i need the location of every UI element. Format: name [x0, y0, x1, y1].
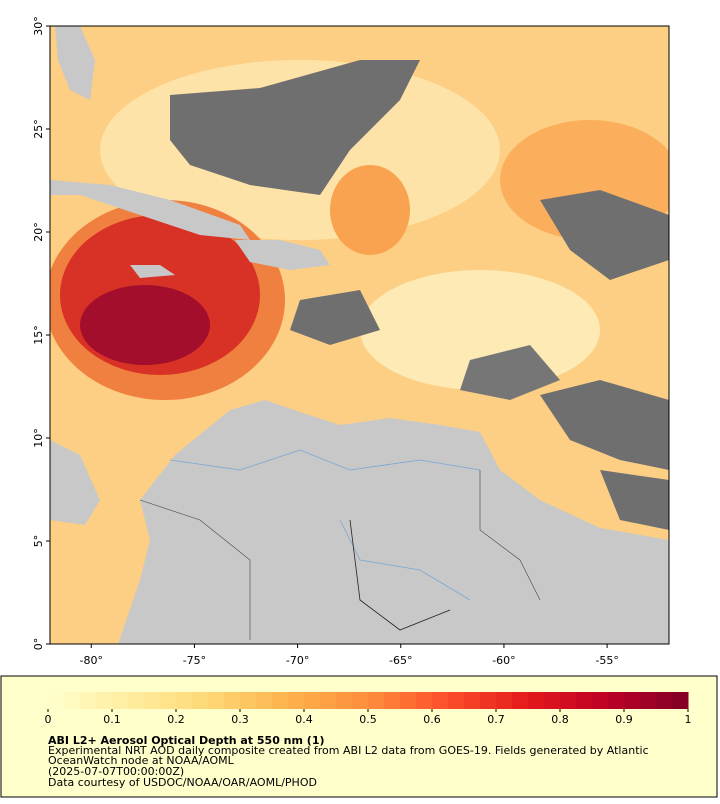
- y-tick-label: 15°: [32, 325, 45, 345]
- y-tick-label: 5°: [32, 535, 45, 548]
- colorbar-step: [96, 692, 113, 709]
- colorbar-step: [640, 692, 657, 709]
- y-tick-label: 20°: [32, 222, 45, 242]
- colorbar-step: [560, 692, 577, 709]
- colorbar-step: [624, 692, 641, 709]
- colorbar-tick-label: 0.7: [487, 713, 505, 726]
- x-tick-label: -70°: [286, 654, 309, 667]
- colorbar-tick-label: 0.2: [167, 713, 185, 726]
- credit: Data courtesy of USDOC/NOAA/OAR/AOML/PHO…: [48, 776, 317, 789]
- colorbar-step: [576, 692, 593, 709]
- colorbar-step: [672, 692, 689, 709]
- colorbar-step: [112, 692, 129, 709]
- colorbar-tick-label: 0.3: [231, 713, 249, 726]
- colorbar-step: [400, 692, 417, 709]
- x-tick-label: -80°: [80, 654, 103, 667]
- x-tick-label: -65°: [389, 654, 412, 667]
- y-tick-label: 30°: [32, 16, 45, 36]
- colorbar-step: [80, 692, 97, 709]
- colorbar-step: [352, 692, 369, 709]
- colorbar-step: [448, 692, 465, 709]
- colorbar-step: [160, 692, 177, 709]
- colorbar-step: [320, 692, 337, 709]
- colorbar-step: [256, 692, 273, 709]
- x-tick-label: -60°: [492, 654, 515, 667]
- colorbar-step: [480, 692, 497, 709]
- x-tick-label: -75°: [183, 654, 206, 667]
- description-line: OceanWatch node at NOAA/AOML: [48, 754, 235, 767]
- colorbar-step: [336, 692, 353, 709]
- colorbar-step: [192, 692, 209, 709]
- colorbar-step: [496, 692, 513, 709]
- x-tick-label: -55°: [595, 654, 618, 667]
- colorbar-step: [512, 692, 529, 709]
- colorbar-step: [368, 692, 385, 709]
- colorbar-step: [384, 692, 401, 709]
- map-image: [50, 26, 669, 644]
- description-line: Experimental NRT AOD daily composite cre…: [48, 744, 649, 757]
- colorbar-step: [224, 692, 241, 709]
- colorbar-tick-label: 0.6: [423, 713, 441, 726]
- colorbar-step: [656, 692, 673, 709]
- colorbar-step: [416, 692, 433, 709]
- colorbar-step: [288, 692, 305, 709]
- colorbar-step: [544, 692, 561, 709]
- colorbar-step: [208, 692, 225, 709]
- colorbar-step: [304, 692, 321, 709]
- y-tick-label: 0°: [32, 638, 45, 651]
- colorbar-step: [48, 692, 65, 709]
- colorbar-step: [128, 692, 145, 709]
- title: ABI L2+ Aerosol Optical Depth at 550 nm …: [48, 734, 325, 747]
- y-tick-label: 10°: [32, 428, 45, 448]
- colorbar-step: [272, 692, 289, 709]
- timestamp: (2025-07-07T00:00:00Z): [48, 765, 184, 778]
- colorbar-tick-label: 0: [45, 713, 52, 726]
- colorbar-tick-label: 0.8: [551, 713, 569, 726]
- colorbar-step: [592, 692, 609, 709]
- colorbar-tick-label: 1: [685, 713, 692, 726]
- colorbar-tick-label: 0.9: [615, 713, 633, 726]
- colorbar-step: [144, 692, 161, 709]
- colorbar-step: [464, 692, 481, 709]
- colorbar-step: [176, 692, 193, 709]
- colorbar-step: [64, 692, 81, 709]
- colorbar-tick-label: 0.5: [359, 713, 377, 726]
- colorbar-step: [608, 692, 625, 709]
- colorbar-step: [240, 692, 257, 709]
- colorbar-step: [432, 692, 449, 709]
- colorbar-step: [528, 692, 545, 709]
- colorbar-tick-label: 0.1: [103, 713, 121, 726]
- colorbar-tick-label: 0.4: [295, 713, 313, 726]
- y-tick-label: 25°: [32, 119, 45, 139]
